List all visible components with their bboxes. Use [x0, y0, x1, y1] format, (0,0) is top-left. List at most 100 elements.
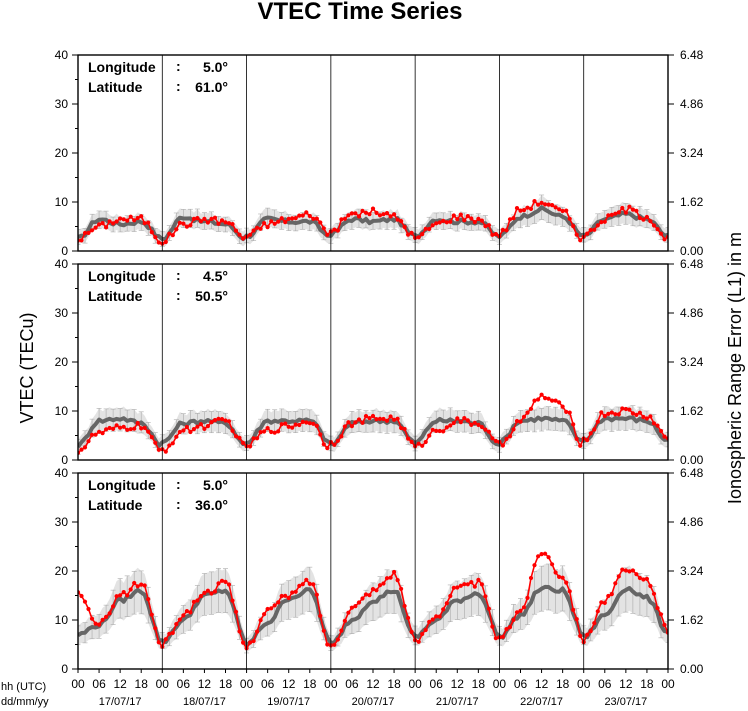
measured-point: [557, 400, 562, 405]
measured-point: [521, 605, 527, 610]
measured-point: [290, 590, 295, 595]
measured-point: [641, 414, 646, 420]
measured-point: [427, 433, 432, 438]
right-tick-label: 1.62: [680, 613, 704, 627]
measured-point: [627, 569, 632, 574]
measured-point: [550, 562, 555, 567]
measured-point: [662, 622, 667, 628]
measured-point: [142, 583, 147, 588]
latitude-colon: :: [176, 287, 181, 303]
measured-point: [111, 604, 116, 609]
measured-point: [441, 429, 446, 434]
measured-point: [304, 210, 309, 215]
measured-point: [592, 427, 597, 432]
measured-point: [395, 217, 400, 222]
reference-series-line: [78, 415, 668, 449]
measured-point: [479, 582, 484, 587]
measured-point: [427, 226, 432, 232]
measured-point: [325, 232, 330, 237]
measured-point: [521, 208, 527, 213]
measured-point: [346, 610, 351, 615]
measured-point: [188, 429, 193, 435]
measured-point: [374, 210, 379, 215]
latitude-colon: :: [176, 496, 181, 512]
measured-point: [458, 583, 463, 588]
measured-point: [107, 425, 112, 431]
measured-point: [142, 221, 147, 226]
measured-point: [437, 220, 442, 225]
measured-point: [595, 609, 600, 614]
measured-point: [86, 439, 91, 444]
measured-point: [353, 420, 358, 425]
right-tick-label: 4.86: [680, 515, 704, 529]
measured-point: [255, 629, 260, 634]
measured-point: [462, 582, 467, 587]
measured-point: [574, 436, 579, 441]
measured-point: [392, 417, 397, 422]
measured-point: [272, 221, 277, 226]
x-axis: 00 06 12 18 00 06 12 18 00 06 12 18 00 06 12 18 00 06 12 18…: [71, 669, 675, 708]
measured-point: [342, 424, 347, 429]
measured-point: [444, 220, 449, 225]
measured-point: [279, 422, 284, 427]
hour-tick-label: 00: [324, 677, 338, 691]
measured-point: [377, 213, 383, 218]
measured-point: [255, 436, 260, 441]
measured-point: [307, 213, 312, 219]
measured-point: [97, 222, 102, 227]
measured-point: [620, 567, 625, 572]
measured-point: [128, 214, 133, 219]
hour-tick-label: 12: [113, 677, 127, 691]
measured-point: [283, 421, 288, 426]
hour-tick-label: 00: [240, 677, 254, 691]
measured-point: [434, 614, 439, 619]
hour-tick-label: 18: [472, 677, 486, 691]
measured-point: [191, 599, 196, 605]
measured-point: [585, 231, 590, 236]
measured-point: [223, 418, 228, 423]
measured-point: [258, 618, 263, 623]
date-label: 20/07/17: [352, 696, 395, 708]
chart-title: VTEC Time Series: [258, 0, 463, 25]
plot-area-1: [78, 194, 668, 247]
hour-tick-label: 00: [577, 677, 591, 691]
hour-tick-label: 06: [345, 677, 359, 691]
measured-point: [479, 218, 484, 223]
measured-point: [269, 219, 274, 224]
measured-point: [321, 628, 326, 633]
measured-point: [304, 577, 309, 582]
hour-tick-label: 00: [493, 677, 507, 691]
measured-point: [651, 421, 657, 426]
measured-point: [170, 233, 175, 238]
measured-point: [195, 216, 200, 221]
measured-point: [356, 214, 362, 219]
measured-point: [637, 410, 643, 415]
left-tick-label: 30: [55, 515, 69, 529]
measured-point: [307, 581, 312, 587]
measured-point: [184, 224, 189, 229]
measured-point: [462, 416, 467, 421]
measured-point: [349, 605, 354, 610]
left-tick-label: 20: [55, 355, 69, 369]
measured-point: [216, 581, 221, 586]
measured-point: [455, 585, 460, 590]
measured-point: [121, 590, 126, 595]
measured-point: [557, 207, 562, 212]
measured-point: [304, 420, 309, 425]
measured-point: [430, 427, 435, 432]
measured-point: [476, 577, 481, 583]
measured-point: [500, 634, 505, 639]
measured-point: [616, 574, 621, 579]
left-tick-label: 20: [55, 146, 69, 160]
measured-point: [139, 426, 144, 431]
measured-point: [399, 586, 404, 592]
measured-point: [237, 435, 242, 440]
measured-point: [567, 216, 572, 221]
measured-point: [490, 624, 495, 629]
measured-point: [564, 580, 569, 585]
measured-point: [293, 589, 298, 594]
measured-point: [606, 593, 611, 599]
measured-point: [202, 216, 207, 221]
measured-point: [311, 421, 316, 426]
